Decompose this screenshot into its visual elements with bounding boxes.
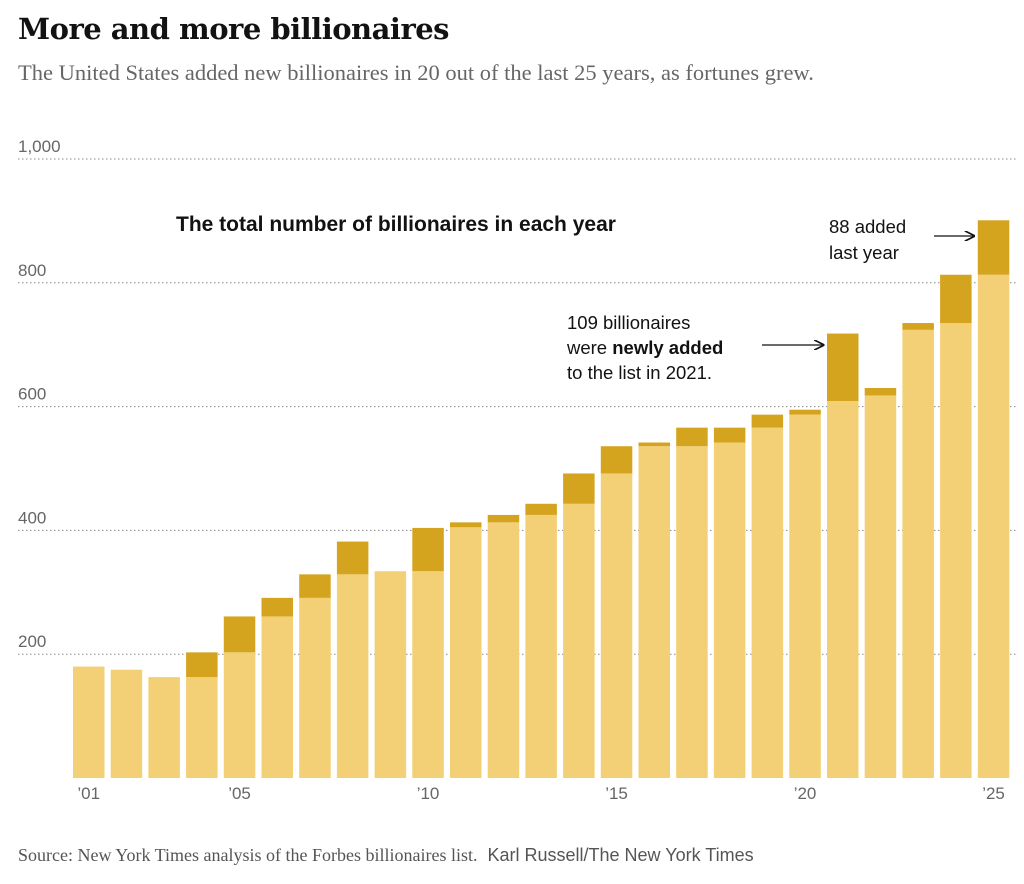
bar-existing: [940, 323, 972, 778]
bar-added: [864, 388, 897, 396]
chart-title: More and more billionaires: [18, 12, 450, 46]
x-tick-label: ’05: [228, 784, 251, 803]
bar-added: [977, 220, 1010, 275]
bar-added: [261, 597, 293, 617]
x-tick-label: ’20: [794, 784, 817, 803]
bar-added: [525, 503, 557, 515]
bar-added: [638, 442, 670, 447]
bar-existing: [713, 442, 746, 778]
y-tick-label: 600: [18, 385, 46, 404]
bar-existing: [223, 652, 256, 778]
bar-added: [676, 427, 708, 447]
x-tick-label: ’10: [417, 784, 440, 803]
x-tick-label: ’15: [605, 784, 628, 803]
bar-added: [713, 427, 746, 443]
annotation-line: 88 added: [829, 216, 906, 237]
bar-added: [487, 514, 520, 523]
x-tick-label: ’25: [982, 784, 1005, 803]
bar-existing: [450, 527, 482, 778]
bar-existing: [563, 503, 595, 778]
y-tick-label: 800: [18, 261, 46, 280]
bar-existing: [600, 473, 633, 778]
bar-existing: [487, 522, 520, 778]
bar-added: [940, 274, 972, 324]
bar-existing: [73, 666, 105, 778]
bar-existing: [977, 274, 1010, 778]
annotation-text: 88 added last year: [829, 216, 906, 263]
bar-existing: [827, 401, 859, 778]
source-note: Source: New York Times analysis of the F…: [18, 845, 754, 866]
bar-existing: [186, 677, 218, 778]
bar-added: [751, 414, 784, 428]
x-tick-label: ’01: [77, 784, 100, 803]
annotation-line: last year: [829, 242, 899, 263]
source-text: Source: New York Times analysis of the F…: [18, 845, 478, 865]
bar-existing: [148, 677, 180, 778]
chart-subtitle: The United States added new billionaires…: [18, 60, 814, 85]
bar-existing: [412, 571, 444, 778]
y-tick-label: 1,000: [18, 137, 61, 156]
bar-existing: [299, 597, 331, 778]
bar-existing: [751, 427, 784, 778]
bar-added: [186, 652, 218, 678]
bar-added: [563, 473, 595, 504]
bar-existing: [902, 329, 934, 778]
y-tick-label: 400: [18, 508, 46, 527]
bar-existing: [638, 446, 670, 778]
annotation-line: to the list in 2021.: [567, 362, 712, 383]
bar-added: [223, 616, 256, 653]
bar-existing: [676, 446, 708, 778]
y-tick-label: 200: [18, 632, 46, 651]
annotation-text: 109 billionaires were newly added to the l…: [566, 312, 723, 383]
bar-added: [789, 409, 821, 415]
annotation-line: were: [566, 337, 612, 358]
bar-added: [827, 333, 859, 402]
bar-added: [450, 522, 482, 528]
bar-existing: [525, 514, 557, 778]
bar-existing: [110, 669, 143, 778]
credit-text: Karl Russell/The New York Times: [487, 845, 754, 865]
bar-existing: [864, 395, 897, 778]
bar-added: [412, 527, 444, 572]
bar-existing: [261, 616, 293, 778]
annotation-line: 109 billionaires: [567, 312, 690, 333]
bar-added: [902, 323, 934, 330]
bar-existing: [336, 574, 369, 778]
bar-added: [299, 574, 331, 598]
bar-existing: [789, 414, 821, 778]
bar-added: [336, 541, 369, 575]
annotation-line: newly added: [612, 337, 723, 358]
bar-existing: [374, 571, 407, 778]
inner-chart-title: The total number of billionaires in each…: [176, 213, 616, 236]
bar-added: [600, 446, 633, 474]
